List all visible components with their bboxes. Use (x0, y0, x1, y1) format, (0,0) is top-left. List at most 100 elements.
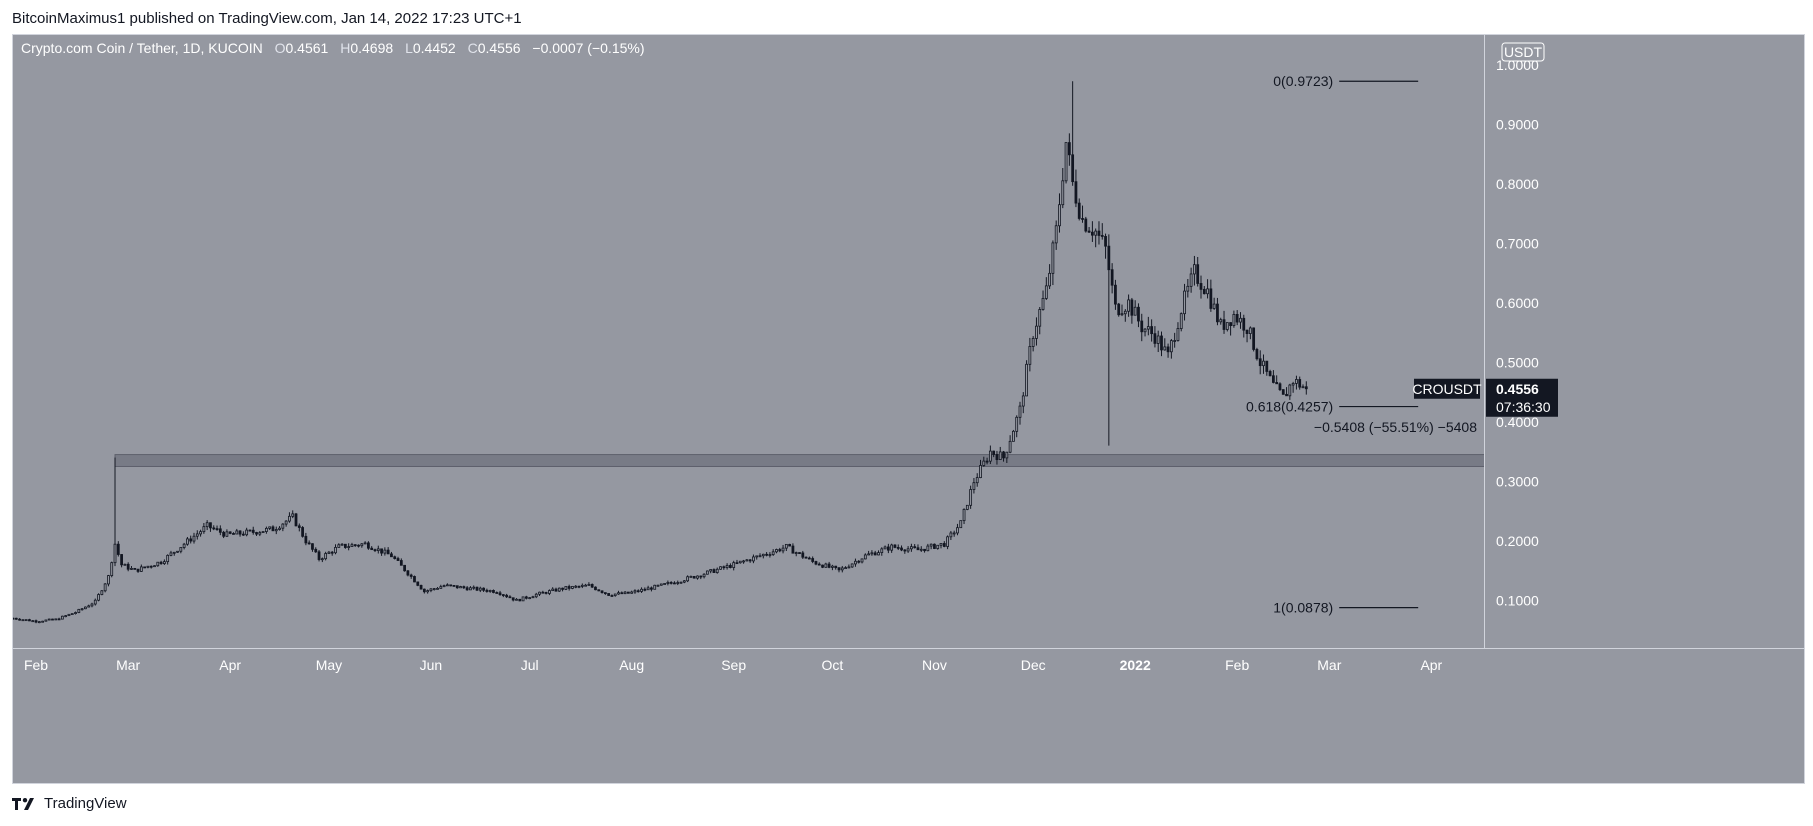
currency-badge[interactable] (1501, 42, 1545, 62)
candle (541, 590, 545, 594)
candle (350, 542, 354, 547)
candle-body (903, 549, 907, 552)
candle-body (380, 548, 383, 554)
candle-body (521, 596, 525, 602)
candle-body (791, 545, 795, 554)
candle-body (571, 586, 574, 589)
candle-body (130, 568, 133, 570)
candle (209, 522, 212, 532)
price-tick-label: 0.5000 (1496, 354, 1539, 370)
candle-body (288, 515, 291, 522)
candle-body (67, 613, 71, 617)
time-tick-label: Apr (219, 657, 241, 673)
plot-background (13, 35, 1484, 648)
candle-body (1285, 393, 1288, 397)
candle (1008, 435, 1012, 454)
candle (1061, 167, 1065, 209)
candle-body (1041, 298, 1045, 310)
candle (436, 587, 439, 590)
candle-body (347, 546, 351, 548)
candle (1084, 216, 1088, 233)
time-tick-label: Mar (116, 657, 140, 673)
candle (975, 473, 979, 487)
candle (531, 595, 535, 599)
candle (857, 560, 861, 564)
candle (1028, 337, 1032, 372)
candle-body (1183, 290, 1186, 315)
legend-high-key: H (340, 40, 350, 56)
candle (933, 543, 936, 550)
candle (357, 544, 360, 548)
price-chart[interactable]: 0(0.9723) 0.618(0.4257) 1(0.0878) −0.5408 … (13, 35, 1804, 783)
candle (1051, 240, 1055, 286)
candle (1081, 205, 1084, 223)
candle-body (74, 612, 77, 614)
candle-body (735, 562, 739, 565)
candle-body (258, 532, 262, 535)
candle-body (1028, 346, 1032, 365)
last-price-label: 0.4556 (1496, 381, 1539, 397)
candle (831, 564, 834, 571)
fib-level-label: 1(0.0878) (1273, 600, 1333, 616)
time-tick-label: Dec (1021, 657, 1046, 673)
legend-low: 0.4452 (413, 40, 456, 56)
candle-body (301, 527, 304, 537)
candle-body (153, 565, 156, 568)
candle (360, 543, 364, 548)
candle-body (1275, 382, 1279, 385)
candle-body (357, 544, 360, 547)
candle-body (60, 615, 64, 620)
candle-body (432, 588, 436, 591)
candle (916, 544, 920, 551)
candle-body (709, 569, 713, 572)
candle (64, 615, 68, 618)
candle-body (1173, 340, 1177, 342)
candle (149, 565, 153, 569)
candle-body (31, 620, 35, 623)
time-tick-label: May (316, 657, 342, 673)
candle-body (1110, 269, 1114, 286)
candle (334, 544, 337, 555)
candle-body (1097, 230, 1101, 236)
candle (643, 587, 647, 592)
candle (1104, 233, 1107, 259)
candle-body (597, 589, 601, 592)
bar-countdown: 07:36:30 (1496, 399, 1551, 415)
candle-body (1107, 245, 1111, 271)
price-tick-label: 0.4000 (1496, 414, 1539, 430)
candle-body (350, 544, 354, 547)
footer-brand[interactable]: TradingView (12, 795, 127, 812)
candle-body (778, 549, 782, 552)
candle-body (857, 560, 861, 563)
candle-body (1189, 273, 1193, 287)
candle-body (172, 551, 176, 554)
candle-body (1117, 303, 1121, 316)
candle (538, 591, 541, 597)
candle-body (653, 584, 657, 590)
candle (133, 567, 137, 570)
candle (1120, 304, 1124, 317)
candle (752, 554, 755, 564)
candle-body (890, 544, 894, 551)
candle-body (603, 592, 607, 594)
candle (1087, 227, 1091, 233)
candle-body (1295, 379, 1298, 384)
candle (1130, 297, 1134, 324)
legend-open: 0.4561 (286, 40, 329, 56)
candle-body (439, 586, 443, 589)
candle-body (854, 560, 857, 565)
chart-frame[interactable]: 0(0.9723) 0.618(0.4257) 1(0.0878) −0.5408 … (12, 34, 1805, 784)
candle (1248, 326, 1252, 340)
candle (80, 608, 84, 611)
candle (926, 543, 930, 552)
candle (1064, 142, 1068, 184)
candle (1091, 221, 1094, 242)
candle (228, 531, 232, 535)
candle-body (801, 552, 805, 558)
candle (317, 550, 321, 562)
candle-body (827, 563, 831, 568)
fib-level-label: 0.618(0.4257) (1246, 399, 1333, 415)
candle-body (613, 593, 617, 596)
candle (1110, 263, 1114, 294)
candle (403, 564, 406, 572)
